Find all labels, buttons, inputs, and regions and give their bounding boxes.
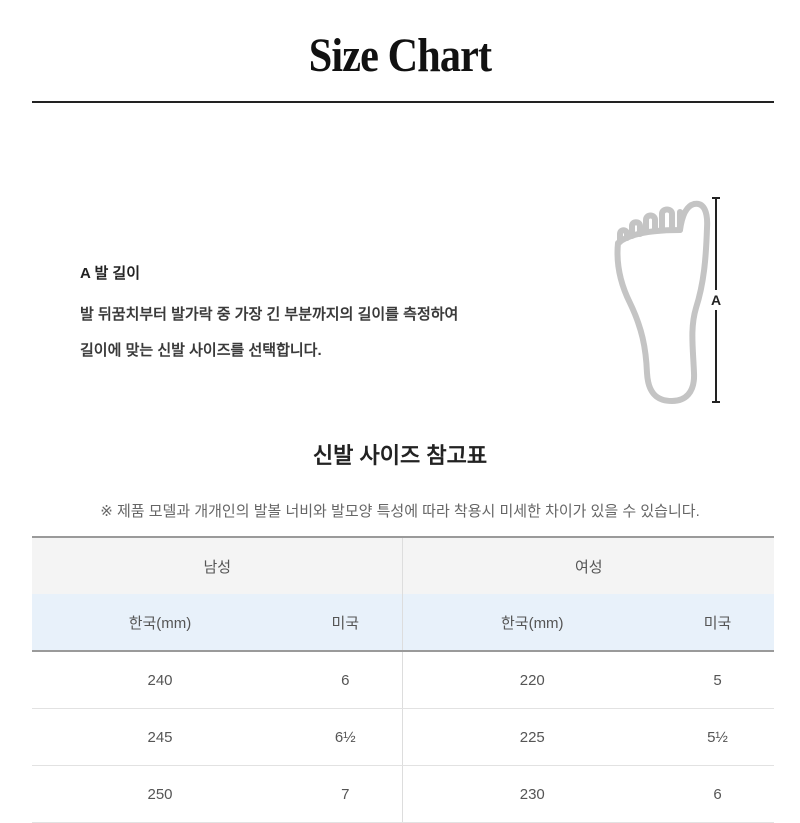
table-cell: 230: [402, 765, 662, 823]
group-header-row: 남성 여성: [32, 536, 774, 594]
group-header-women: 여성: [402, 536, 774, 594]
table-cell: 245: [32, 708, 289, 766]
title-divider: [32, 101, 774, 103]
column-header-row: 한국(mm) 미국 한국(mm) 미국: [32, 594, 774, 652]
table-cell: 6½: [288, 708, 403, 766]
table-cell: 240: [32, 651, 289, 709]
foot-outline-icon: [614, 200, 711, 404]
table-title: 신발 사이즈 참고표: [312, 443, 488, 468]
column-header: 미국: [661, 594, 774, 652]
column-header: 한국(mm): [402, 594, 662, 652]
table-row: 250 7 230 6: [32, 765, 774, 823]
table-cell: 6: [288, 651, 403, 709]
measurement-description: A 발 길이 발 뒤꿈치부터 발가락 중 가장 긴 부분까지의 길이를 측정하여…: [80, 262, 458, 369]
table-cell: 250: [32, 765, 289, 823]
measurement-line: 길이에 맞는 신발 사이즈를 선택합니다.: [80, 342, 322, 359]
size-table: 남성 여성 한국(mm) 미국 한국(mm) 미국 240 6 220 5 24…: [32, 536, 774, 823]
table-cell: 5: [661, 651, 774, 709]
table-cell: 225: [402, 708, 662, 766]
foot-diagram: A: [614, 197, 721, 404]
page-title: Size Chart: [308, 29, 492, 82]
column-header: 미국: [288, 594, 403, 652]
size-note: ※ 제품 모델과 개개인의 발볼 너비와 발모양 특성에 따라 착용시 미세한 …: [100, 503, 700, 520]
measurement-heading: A 발 길이: [80, 265, 141, 282]
table-cell: 220: [402, 651, 662, 709]
table-cell: 7: [288, 765, 403, 823]
table-row: 245 6½ 225 5½: [32, 708, 774, 766]
table-cell: 5½: [661, 708, 774, 766]
measurement-line: 발 뒤꿈치부터 발가락 중 가장 긴 부분까지의 길이를 측정하여: [80, 306, 459, 323]
group-header-men: 남성: [32, 536, 403, 594]
diagram-label: A: [711, 292, 721, 308]
column-header: 한국(mm): [32, 594, 289, 652]
length-arrow-icon: [712, 197, 720, 403]
table-cell: 6: [661, 765, 774, 823]
table-row: 240 6 220 5: [32, 651, 774, 709]
